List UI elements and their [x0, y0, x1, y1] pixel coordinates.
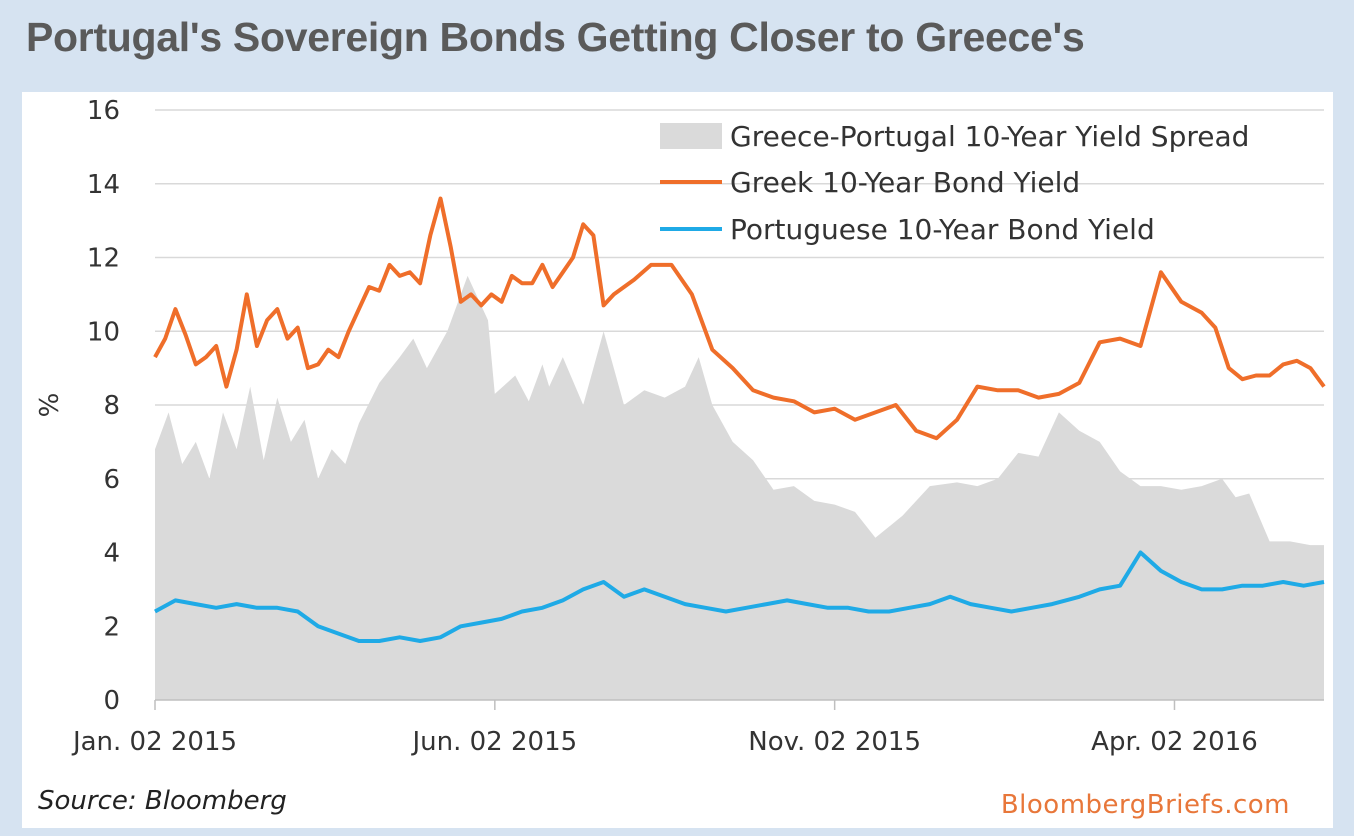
y-tick-label: 14 — [87, 170, 120, 200]
legend: Greece-Portugal 10-Year Yield Spread Gree… — [660, 120, 1249, 246]
y-tick-label: 10 — [87, 317, 120, 347]
line-series-group — [153, 196, 1326, 643]
x-tick-label: Jan. 02 2015 — [71, 727, 237, 757]
page-title: Portugal's Sovereign Bonds Getting Close… — [26, 14, 1085, 60]
legend-swatch-spread — [660, 123, 722, 149]
x-tick-label: Jun. 02 2015 — [410, 727, 577, 757]
y-tick-label: 16 — [87, 96, 120, 126]
spread-area — [155, 275, 1324, 700]
legend-label: Greece-Portugal 10-Year Yield Spread — [730, 120, 1249, 153]
source-note: Source: Bloomberg — [38, 786, 287, 816]
x-tick-label: Nov. 02 2015 — [748, 727, 921, 757]
chart-panel: 0 2 4 6 8 10 12 14 16% Jan. 02 2015 Jun. 02 2015 No… — [22, 92, 1333, 828]
y-tick-label: 2 — [103, 612, 120, 642]
portuguese-yield-line — [154, 550, 1325, 643]
greek-yield-line — [153, 196, 1326, 441]
y-tick-label: 4 — [103, 539, 120, 569]
x-tick-label: Apr. 02 2016 — [1091, 727, 1258, 757]
y-tick-label: 6 — [103, 465, 120, 495]
y-tick-label: 8 — [103, 391, 120, 421]
y-tick-label: 0 — [103, 686, 120, 716]
spread-area-group — [155, 275, 1324, 700]
y-tick-label: 12 — [87, 244, 120, 274]
legend-label: Greek 10-Year Bond Yield — [730, 166, 1080, 199]
axes: 0 2 4 6 8 10 12 14 16% Jan. 02 2015 Jun. 02 2015 No… — [35, 96, 1324, 757]
brand-logo-text: BloombergBriefs.com — [1000, 790, 1290, 820]
y-axis-title: % — [35, 393, 65, 418]
legend-label: Portuguese 10-Year Bond Yield — [730, 213, 1155, 246]
chart-svg: 0 2 4 6 8 10 12 14 16% Jan. 02 2015 Jun. 02 2015 No… — [35, 96, 1326, 757]
